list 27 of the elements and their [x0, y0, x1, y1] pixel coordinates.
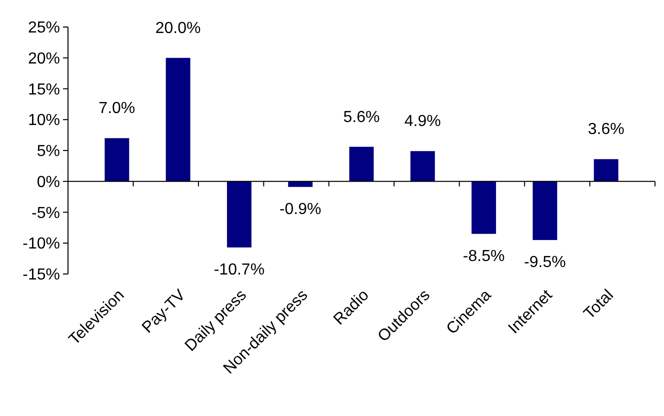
bar — [288, 181, 313, 187]
y-tick-label: 15% — [28, 81, 60, 98]
data-label: -9.5% — [524, 254, 566, 272]
bar — [532, 181, 558, 240]
y-tick-label: 25% — [28, 20, 60, 37]
y-tick-label: -10% — [22, 236, 60, 253]
bar — [104, 138, 130, 182]
data-label: 4.9% — [404, 113, 441, 130]
y-tick-label: 20% — [28, 50, 60, 68]
bar — [594, 159, 618, 182]
bar — [410, 151, 435, 182]
data-label: 7.0% — [98, 100, 136, 118]
y-tick-label: 10% — [28, 112, 60, 130]
y-tick-label: -5% — [32, 204, 60, 222]
y-tick-label: -15% — [22, 266, 60, 284]
bar — [349, 146, 374, 182]
data-label: 3.6% — [588, 121, 624, 138]
bar — [166, 58, 190, 182]
data-label: 20.0% — [155, 20, 201, 37]
data-label: -10.7% — [214, 261, 265, 278]
data-label: -8.5% — [462, 248, 505, 265]
bar — [472, 181, 496, 234]
data-label: -0.9% — [279, 200, 322, 218]
y-tick-label: 5% — [36, 143, 60, 160]
y-tick-label: 0% — [36, 174, 60, 191]
data-label: 5.6% — [343, 108, 380, 126]
bar — [226, 181, 252, 248]
